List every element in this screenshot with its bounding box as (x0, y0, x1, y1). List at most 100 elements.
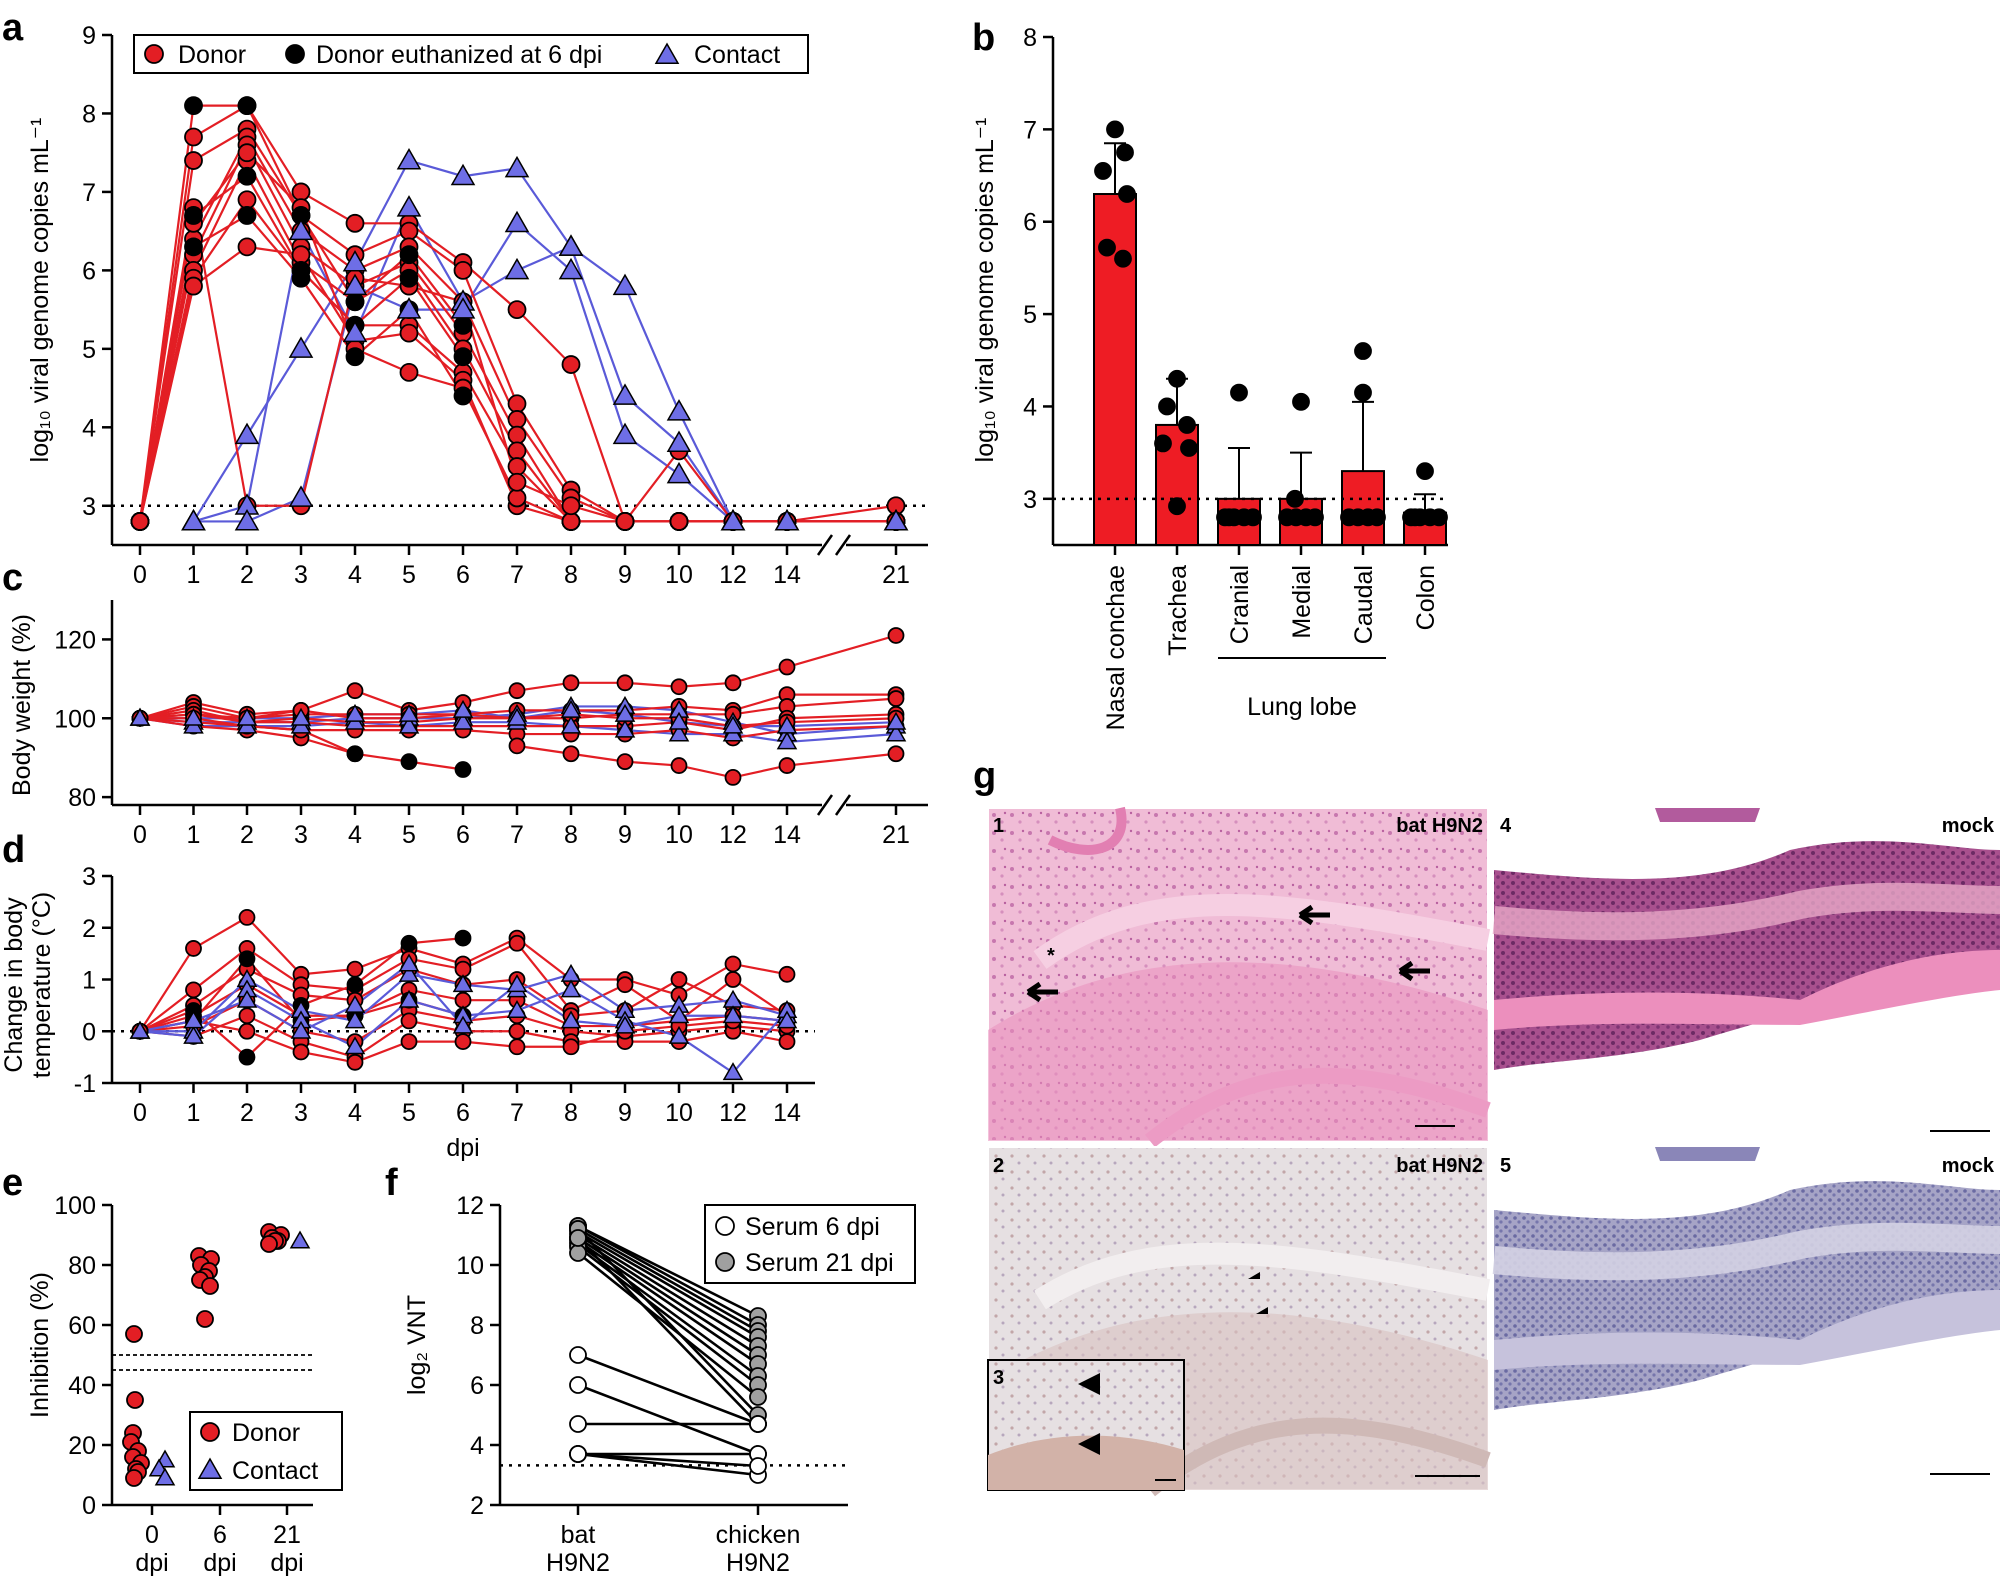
a-contact-point (883, 508, 909, 531)
a-x-tick-label: 10 (665, 561, 693, 589)
a-contact-point (450, 163, 476, 186)
a-contact-point (342, 273, 368, 296)
c-x-tick-label: 6 (456, 821, 470, 849)
d-y-tick-label: 0 (82, 1018, 96, 1046)
a-donor-point (237, 237, 257, 257)
a-contact-point (450, 297, 476, 319)
f-legend-serum6-marker (715, 1216, 735, 1236)
e-y-tick-label: 40 (68, 1372, 96, 1400)
d-donor-point (185, 940, 202, 957)
f-pair-line (577, 1383, 759, 1456)
e-y-tick-label: 0 (82, 1492, 96, 1520)
f-serum21-point (569, 1244, 587, 1262)
f-x-tick-label: H9N2 (726, 1549, 790, 1577)
a-euthanized-point (237, 166, 257, 186)
f-legend-serum21-marker (715, 1252, 735, 1272)
panel-letter-g: g (973, 755, 996, 797)
f-serum6-point (569, 1376, 587, 1394)
a-donor-point (130, 512, 150, 531)
d-contact-point (398, 963, 420, 982)
arrowhead-icon (1078, 1373, 1100, 1395)
f-serum6-point (569, 1415, 587, 1433)
d-x-tick-label: 7 (510, 1099, 524, 1127)
c-donor-point (724, 769, 742, 786)
a-donor-point (507, 488, 527, 508)
histology-tile-4-num: 4 (1500, 815, 1512, 837)
arrowhead-icon (1078, 1433, 1100, 1455)
e-donor-point (126, 1391, 144, 1409)
b-bar (1341, 470, 1385, 547)
a-contact-point (288, 485, 314, 507)
a-x-tick-label: 14 (773, 561, 801, 589)
a-euthanized-point (291, 268, 311, 288)
d-x-tick-label: 4 (348, 1099, 362, 1127)
a-euthanized-point (237, 206, 257, 225)
f-pair-line (577, 1452, 759, 1477)
histology-tile-4-label: mock (1942, 815, 1995, 837)
c-donor-point (508, 682, 526, 700)
a-contact-point (288, 336, 314, 358)
a-x-tick-label: 0 (133, 561, 147, 589)
b-data-point (1106, 120, 1124, 139)
a-donor-point (507, 441, 527, 461)
f-pair-line (577, 1233, 759, 1348)
d-contact-point (560, 1010, 582, 1029)
c-x-tick-label: 3 (294, 821, 308, 849)
a-y-tick-label: 6 (82, 257, 96, 285)
e-x-tick-label: 21 (273, 1521, 301, 1549)
f-legend-serum21: Serum 21 dpi (745, 1249, 894, 1277)
a-contact-point (288, 218, 314, 241)
c-x-tick-label: 5 (402, 821, 416, 849)
b-data-point (1114, 249, 1132, 268)
a-x-tick-label: 1 (187, 561, 201, 589)
e-x-tick-label: dpi (203, 1549, 236, 1577)
arrowhead-icon (1248, 1272, 1260, 1279)
a-contact-point (558, 234, 584, 256)
d-donor-point (508, 1038, 526, 1056)
b-data-point (1154, 434, 1172, 453)
d-euthanized-point (238, 950, 256, 968)
d-contact-point (776, 1010, 798, 1029)
c-x-tick-label: 12 (719, 821, 747, 849)
a-donor-point (237, 143, 257, 163)
b-data-point (1306, 508, 1324, 527)
d-contact-point (722, 989, 744, 1008)
c-x-tick-label: 1 (187, 821, 201, 849)
b-x-tick-label: Trachea (1164, 565, 1192, 656)
e-x-tick-label: 0 (145, 1521, 159, 1549)
d-x-tick-label: 5 (402, 1099, 416, 1127)
c-donor-line (139, 634, 897, 720)
c-euthanized-point (346, 745, 364, 763)
c-x-tick-label: 2 (240, 821, 254, 849)
c-contact-point (506, 707, 528, 726)
b-data-point (1180, 439, 1198, 457)
a-x-tick-label: 7 (510, 561, 524, 589)
d-y-tick-label: 2 (82, 915, 96, 943)
e-y-tick-label: 20 (68, 1432, 96, 1460)
a-y-axis-title: log₁₀ viral genome copies mL⁻¹ (26, 118, 54, 463)
c-y-tick-label: 80 (68, 784, 96, 812)
b-data-point (1118, 185, 1136, 203)
a-euthanized-point (184, 96, 203, 116)
a-x-tick-label: 9 (618, 561, 632, 589)
d-donor-point (508, 1022, 526, 1040)
d-donor-point (778, 1033, 796, 1050)
d-donor-point (238, 1022, 256, 1040)
b-y-tick-label: 8 (1023, 24, 1037, 52)
d-x-tick-label: 8 (564, 1099, 578, 1127)
a-contact-point (558, 257, 584, 280)
f-legend-serum6: Serum 6 dpi (745, 1213, 880, 1241)
d-y-tick-label: 1 (82, 967, 96, 995)
d-contact-point (722, 1062, 744, 1081)
d-donor-point (454, 1033, 472, 1050)
d-donor-point (292, 1043, 310, 1061)
c-donor-point (670, 678, 688, 696)
d-x-tick-label: 2 (240, 1099, 254, 1127)
a-contact-point (396, 195, 422, 217)
c-donor-point (616, 753, 634, 771)
c-donor-point (887, 627, 905, 644)
d-contact-point (452, 1015, 474, 1034)
a-euthanized-point (184, 206, 203, 225)
b-data-point (1354, 383, 1372, 402)
